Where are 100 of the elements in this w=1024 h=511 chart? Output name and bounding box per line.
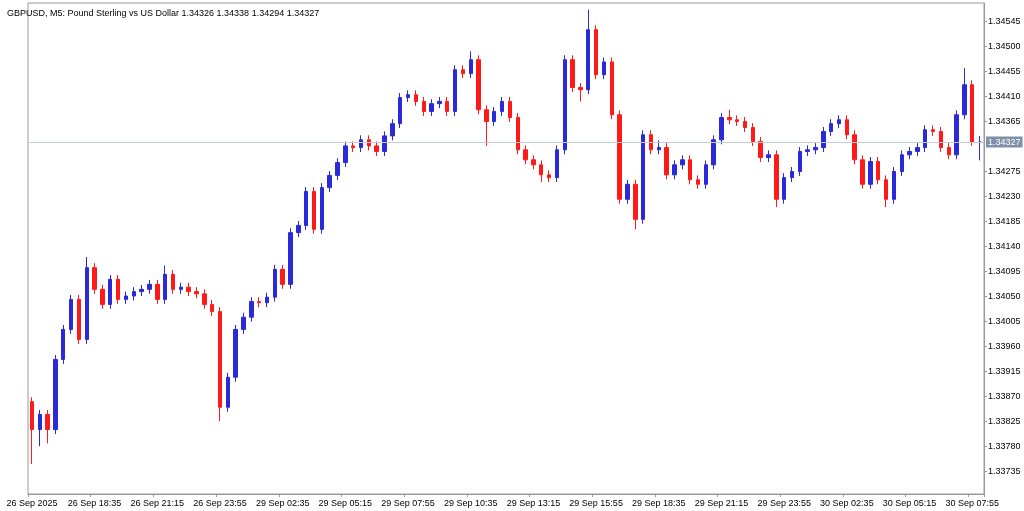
x-tick-label: 29 Sep 07:55 <box>381 497 435 508</box>
candlestick <box>680 154 685 170</box>
candlestick <box>194 286 199 299</box>
y-tick-label: 1.34230 <box>988 190 1021 201</box>
candlestick <box>85 256 89 345</box>
candlestick <box>265 292 269 308</box>
candlestick <box>884 174 888 208</box>
candlestick <box>100 284 105 310</box>
candlestick <box>218 306 222 422</box>
y-tick-label: 1.34500 <box>988 40 1021 51</box>
x-tick-label: 30 Sep 02:35 <box>820 497 874 508</box>
candlestick <box>45 409 50 444</box>
candlestick <box>837 114 841 129</box>
candlestick <box>633 179 638 230</box>
candlestick <box>649 129 653 155</box>
y-tick-label: 1.34365 <box>988 115 1021 126</box>
x-tick-label: 29 Sep 18:35 <box>632 497 686 508</box>
candlestick <box>30 396 34 465</box>
candlestick <box>273 264 277 303</box>
y-tick-label: 1.33735 <box>988 466 1021 477</box>
candlestick <box>892 166 896 205</box>
candlestick <box>304 186 308 231</box>
candlestick <box>735 114 739 127</box>
candlestick <box>155 279 160 305</box>
candlestick <box>915 142 920 157</box>
x-tick-label: 29 Sep 13:15 <box>506 497 561 508</box>
x-tick-label: 30 Sep 05:15 <box>882 497 937 508</box>
candlestick <box>280 264 285 290</box>
candlestick <box>539 159 543 183</box>
candlestick <box>821 126 826 153</box>
candlestick <box>492 106 496 127</box>
candlestick <box>555 144 559 183</box>
candlestick <box>829 118 833 137</box>
chart-title: GBPUSD, M5: Pound Sterling vs US Dollar 1.34326 1.34338 1.34294 1.34327 <box>7 7 320 18</box>
x-tick-label: 29 Sep 21:15 <box>694 497 749 508</box>
candlestick <box>320 182 324 235</box>
candlestick <box>108 274 112 310</box>
candlestick <box>241 312 246 335</box>
candlestick <box>202 288 207 310</box>
candlestick <box>570 54 575 93</box>
candlestick <box>719 112 724 145</box>
candlestick <box>233 324 238 383</box>
x-tick-label: 29 Sep 02:35 <box>255 497 310 508</box>
y-tick-label: 1.33960 <box>988 341 1021 352</box>
candlestick <box>516 112 520 155</box>
candlestick <box>523 144 528 165</box>
candlestick <box>939 126 943 153</box>
candlestick <box>625 179 630 205</box>
candlestick <box>798 146 802 177</box>
candlestick <box>672 159 677 180</box>
x-tick-label: 29 Sep 10:35 <box>443 497 498 508</box>
candlestick <box>139 284 144 297</box>
candlestick <box>367 134 371 151</box>
candlestick <box>782 172 786 205</box>
y-tick-label: 1.34455 <box>988 65 1021 76</box>
candlestick <box>813 142 818 155</box>
candlestick <box>931 124 935 137</box>
x-tick-label: 29 Sep 23:55 <box>757 497 811 508</box>
candlestick <box>77 294 81 345</box>
candlestick <box>586 9 590 95</box>
candlestick <box>876 156 880 185</box>
candlestick <box>578 82 583 102</box>
candlestick <box>664 142 669 180</box>
candlestick <box>594 24 598 80</box>
candlestick <box>766 149 771 163</box>
candlestick <box>805 144 810 157</box>
candlestick <box>907 146 912 160</box>
x-tick-label: 30 Sep 07:55 <box>945 497 1000 508</box>
y-tick-label: 1.34050 <box>988 291 1021 302</box>
candlestick <box>970 79 974 147</box>
y-tick-label: 1.33915 <box>988 366 1021 377</box>
y-tick-label: 1.34275 <box>988 165 1021 176</box>
candlestick <box>226 372 230 413</box>
y-tick-label: 1.33825 <box>988 416 1021 427</box>
x-tick-label: 26 Sep 2025 <box>6 497 58 508</box>
candlestick <box>962 67 967 120</box>
x-tick-label: 26 Sep 18:35 <box>67 497 122 508</box>
y-tick-label: 1.34005 <box>988 316 1021 327</box>
candlestick <box>508 96 512 123</box>
y-tick-label: 1.34185 <box>988 215 1021 226</box>
candlestick <box>641 129 645 225</box>
candlestick <box>374 140 379 157</box>
candlestick <box>61 324 65 365</box>
candlestick <box>382 130 387 157</box>
candlestick <box>657 139 661 155</box>
candlestick <box>563 54 567 155</box>
candlestick <box>147 279 152 295</box>
candlestick <box>610 56 614 120</box>
candlestick <box>774 149 779 208</box>
candlestick <box>92 262 97 295</box>
candlestick <box>327 170 332 193</box>
candlestick <box>69 294 73 335</box>
candlestick <box>437 96 442 109</box>
y-tick-label: 1.34410 <box>988 90 1021 101</box>
candlestick <box>711 134 716 170</box>
candlestick <box>296 220 301 238</box>
candlestick <box>484 104 489 147</box>
candlestick <box>751 122 755 147</box>
x-tick-label: 26 Sep 23:55 <box>193 497 247 508</box>
x-tick-label: 29 Sep 15:55 <box>569 497 623 508</box>
